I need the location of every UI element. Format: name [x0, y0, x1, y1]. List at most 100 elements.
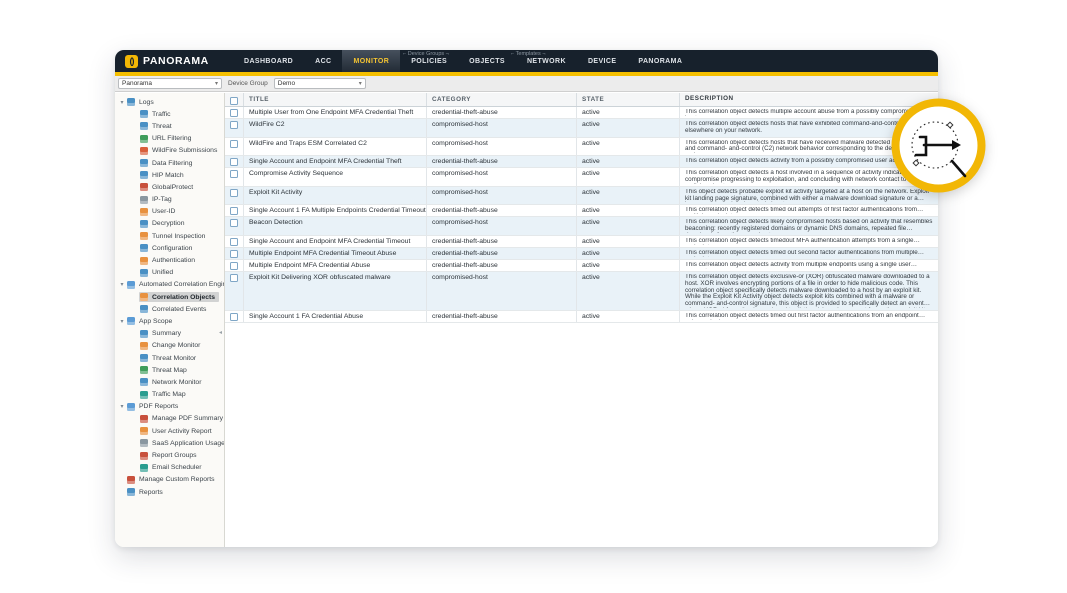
sidebar-item-label: Report Groups [152, 452, 197, 460]
sidebar-item-user-activity-report[interactable]: User Activity Report [115, 425, 224, 437]
table-row[interactable]: Single Account 1 FA Credential Abuse cre… [225, 310, 938, 323]
table-row[interactable]: Beacon Detection compromised-host active… [225, 217, 938, 236]
sidebar-item-logs[interactable]: ▾ Logs [115, 96, 224, 108]
sidebar-item-manage-custom-reports[interactable]: Manage Custom Reports [115, 474, 224, 486]
nav-tab-monitor[interactable]: MONITOR [342, 50, 401, 72]
description-text: This correlation object detects likely c… [685, 219, 933, 233]
sidebar-item-user-id[interactable]: User-ID [115, 206, 224, 218]
sidebar-item-correlation-objects[interactable]: Correlation Objects [115, 291, 224, 303]
row-checkbox-cell [225, 247, 244, 259]
sidebar-item-configuration[interactable]: Configuration [115, 242, 224, 254]
context-dropdown[interactable]: Panorama ▾ [118, 78, 222, 89]
table-row[interactable]: Multiple Endpoint MFA Credential Timeout… [225, 247, 938, 260]
row-checkbox[interactable] [230, 188, 238, 197]
sidebar-item-tunnel-inspection[interactable]: Tunnel Inspection [115, 230, 224, 242]
nav-tab-dashboard[interactable]: DASHBOARD [233, 50, 304, 72]
table-row[interactable]: WildFire C2 compromised-host active This… [225, 119, 938, 138]
sidebar-item-summary[interactable]: Summary [115, 328, 224, 340]
tree-expand-chevron-icon[interactable]: ▾ [120, 318, 124, 325]
table-row[interactable]: Multiple User from One Endpoint MFA Cred… [225, 107, 938, 119]
nav-tab-network[interactable]: NETWORK [516, 50, 577, 72]
sidebar-item-correlated-events[interactable]: Correlated Events [115, 303, 224, 315]
sidebar-item-unified[interactable]: Unified [115, 267, 224, 279]
sidebar-item-decryption[interactable]: Decryption [115, 218, 224, 230]
tree-expand-chevron-icon[interactable]: ▾ [120, 282, 124, 289]
row-checkbox[interactable] [230, 249, 238, 258]
column-header-title[interactable]: TITLE [244, 93, 427, 106]
sidebar-item-traffic-map[interactable]: Traffic Map [115, 389, 224, 401]
row-checkbox[interactable] [230, 207, 238, 216]
sidebar-item-saas-application-usage[interactable]: SaaS Application Usage [115, 437, 224, 449]
row-checkbox[interactable] [230, 158, 238, 167]
sidebar-item-reports[interactable]: Reports [115, 486, 224, 498]
table-row[interactable]: WildFire and Traps ESM Correlated C2 com… [225, 137, 938, 157]
sidebar-item-url-filtering[interactable]: URL Filtering [115, 133, 224, 145]
sidebar-item-body: App Scope [126, 316, 176, 326]
tree-expand-chevron-icon[interactable]: ▾ [120, 404, 124, 411]
sidebar-item-data-filtering[interactable]: Data Filtering [115, 157, 224, 169]
traffic-map-icon [140, 390, 148, 399]
sidebar-item-change-monitor[interactable]: Change Monitor [115, 340, 224, 352]
sidebar-item-threat-map[interactable]: Threat Map [115, 364, 224, 376]
table-row[interactable]: Single Account and Endpoint MFA Credenti… [225, 156, 938, 169]
sidebar-item-label: Authentication [152, 257, 196, 265]
sidebar-item-body: Automated Correlation Engine [126, 280, 224, 290]
logo-glyph: () [129, 55, 135, 66]
table-row[interactable]: Exploit Kit Activity compromised-host ac… [225, 186, 938, 206]
sidebar-item-threat[interactable]: Threat [115, 120, 224, 132]
table-row[interactable]: Compromise Activity Sequence compromised… [225, 168, 938, 187]
sidebar-item-body: Traffic [139, 109, 175, 119]
select-all-checkbox[interactable] [230, 96, 238, 105]
sidebar-item-traffic[interactable]: Traffic [115, 108, 224, 120]
nav-tab-policies[interactable]: POLICIES [400, 50, 458, 72]
sidebar-item-body: Manage PDF Summary [139, 414, 224, 424]
ip-tag-icon [140, 195, 148, 204]
sidebar-item-pdf-reports[interactable]: ▾ PDF Reports [115, 401, 224, 413]
sidebar-item-hip-match[interactable]: HIP Match [115, 169, 224, 181]
nav-tab-objects[interactable]: OBJECTS [458, 50, 516, 72]
row-checkbox[interactable] [230, 312, 238, 321]
magnifier-handle [950, 159, 967, 178]
sidebar-item-manage-pdf-summary[interactable]: Manage PDF Summary [115, 413, 224, 425]
sidebar-item-email-scheduler[interactable]: Email Scheduler [115, 462, 224, 474]
row-checkbox[interactable] [230, 261, 238, 270]
row-checkbox[interactable] [230, 273, 238, 282]
sidebar-item-app-scope[interactable]: ▾ App Scope [115, 315, 224, 327]
nav-tab-device[interactable]: DEVICE [577, 50, 627, 72]
row-checkbox[interactable] [230, 139, 238, 148]
sidebar-item-wildfire-submissions[interactable]: WildFire Submissions [115, 145, 224, 157]
select-all-cell [225, 93, 244, 106]
device-group-dropdown[interactable]: Demo ▾ [273, 78, 366, 89]
row-checkbox[interactable] [230, 109, 238, 117]
sidebar-tree: ▾ Logs Traffic Threat URL Filtering Wild… [115, 93, 225, 547]
sidebar-item-automated-correlation-engine[interactable]: ▾ Automated Correlation Engine [115, 279, 224, 291]
nav-tab-acc[interactable]: ACC [304, 50, 342, 72]
nav-tab-label: PANORAMA [638, 57, 683, 65]
cell-title: Exploit Kit Delivering XOR obfuscated ma… [244, 271, 427, 310]
sidebar-item-network-monitor[interactable]: Network Monitor [115, 376, 224, 388]
row-checkbox[interactable] [230, 237, 238, 246]
table-row[interactable]: Multiple Endpoint MFA Credential Abuse c… [225, 259, 938, 272]
row-checkbox[interactable] [230, 170, 238, 179]
table-row[interactable]: Single Account 1 FA Multiple Endpoints C… [225, 205, 938, 218]
table-row[interactable]: Single Account and Endpoint MFA Credenti… [225, 235, 938, 248]
sidebar-item-ip-tag[interactable]: IP-Tag [115, 194, 224, 206]
column-header-description[interactable]: DESCRIPTION [685, 95, 734, 103]
column-header-state[interactable]: STATE [577, 93, 680, 106]
row-checkbox[interactable] [230, 121, 238, 129]
sidebar-item-body: IP-Tag [139, 195, 176, 205]
sidebar-item-label: Reports [139, 488, 163, 496]
tree-expand-chevron-icon[interactable]: ▾ [120, 99, 124, 106]
table-row[interactable]: Exploit Kit Delivering XOR obfuscated ma… [225, 271, 938, 311]
cell-category: compromised-host [427, 186, 577, 205]
nav-tab-panorama[interactable]: PANORAMA [627, 50, 693, 72]
saas-application-usage-icon [140, 439, 148, 448]
sidebar-item-threat-monitor[interactable]: Threat Monitor [115, 352, 224, 364]
sidebar-item-report-groups[interactable]: Report Groups [115, 449, 224, 461]
row-checkbox[interactable] [230, 219, 238, 228]
column-header-category[interactable]: CATEGORY [427, 93, 577, 106]
sidebar-collapse-handle[interactable]: ◂ [219, 330, 223, 336]
sidebar-item-authentication[interactable]: Authentication [115, 254, 224, 266]
sidebar-item-globalprotect[interactable]: GlobalProtect [115, 181, 224, 193]
sidebar-item-label: Unified [152, 269, 174, 277]
